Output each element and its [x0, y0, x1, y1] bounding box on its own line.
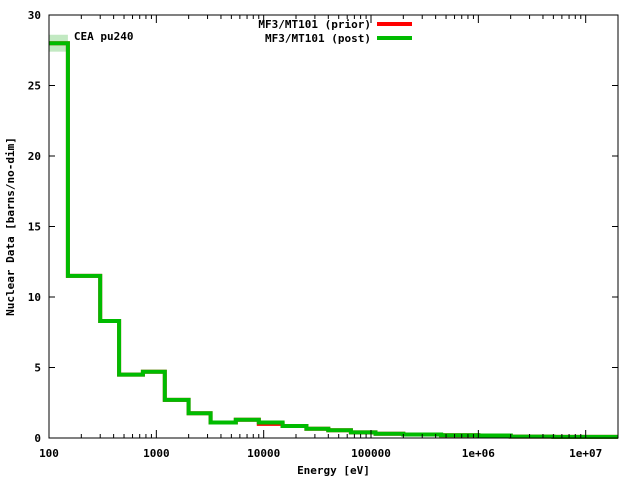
y-tick-label: 10 [28, 291, 41, 304]
x-tick-label: 1e+06 [462, 447, 495, 460]
legend-label-prior: MF3/MT101 (prior) [258, 18, 371, 31]
chart-annotation: CEA pu240 [74, 30, 134, 43]
y-tick-label: 20 [28, 150, 41, 163]
y-tick-label: 0 [34, 432, 41, 445]
y-tick-label: 25 [28, 80, 41, 93]
x-tick-label: 100 [39, 447, 59, 460]
series-line-0 [49, 41, 618, 439]
x-tick-label: 1000 [143, 447, 170, 460]
legend-label-post: MF3/MT101 (post) [265, 32, 371, 45]
y-tick-label: 30 [28, 9, 41, 22]
x-tick-label: 100000 [351, 447, 391, 460]
axis-ticks: 0 5 10 15 20 25 30 100 1000 10000 100000 1e+06 1e+07 [28, 9, 618, 460]
legend: MF3/MT101 (prior) MF3/MT101 (post) [258, 18, 412, 45]
x-axis-label: Energy [eV] [297, 464, 370, 477]
x-tick-label: 1e+07 [569, 447, 602, 460]
series-line-1 [49, 41, 618, 439]
y-axis-label: Nuclear Data [barns/no-dim] [4, 137, 17, 316]
series-layer [49, 41, 618, 439]
x-tick-label: 10000 [247, 447, 280, 460]
y-tick-label: 5 [34, 362, 41, 375]
y-tick-label: 15 [28, 221, 41, 234]
